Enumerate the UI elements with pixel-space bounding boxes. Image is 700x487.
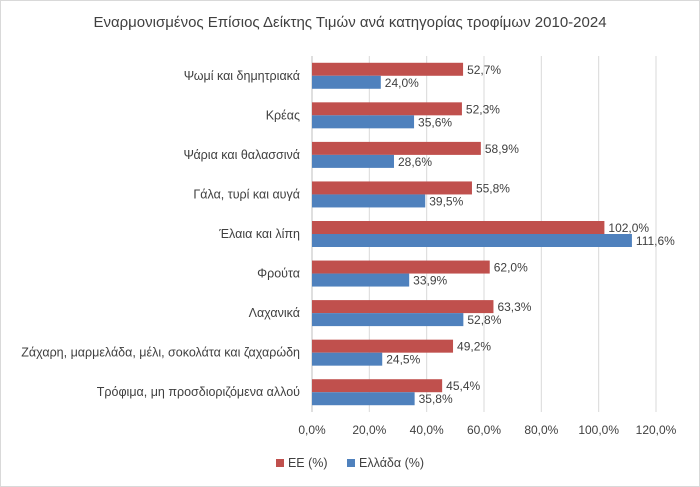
data-label: 63,3%	[497, 300, 531, 314]
bar-greece	[312, 75, 381, 89]
data-label: 24,0%	[385, 76, 419, 90]
category-label: Φρούτα	[257, 267, 300, 281]
category-label: Ψωμί και δημητριακά	[184, 69, 300, 83]
bar-greece	[312, 154, 394, 168]
x-tick-label: 100,0%	[578, 423, 619, 437]
legend-item-eu: ΕΕ (%)	[275, 456, 328, 470]
legend-label-eu: ΕΕ (%)	[287, 456, 328, 470]
bar-eu	[312, 141, 481, 155]
category-label: Έλαια και λίπη	[218, 227, 300, 241]
bar-greece	[312, 273, 410, 287]
category-label: Ψάρια και θαλασσινά	[183, 148, 300, 162]
bar-greece	[312, 194, 426, 208]
x-tick-label: 60,0%	[467, 423, 501, 437]
category-label: Γάλα, τυρί και αυγά	[193, 187, 300, 201]
x-tick-label: 20,0%	[352, 423, 386, 437]
chart-title: Εναρμονισμένος Επίσιος Δείκτης Τιμών ανά…	[93, 14, 607, 31]
bar-eu	[312, 181, 472, 195]
data-label: 49,2%	[457, 340, 491, 354]
data-label: 35,6%	[418, 115, 452, 129]
category-label: Κρέας	[266, 108, 300, 122]
x-tick-label: 120,0%	[636, 423, 677, 437]
data-label: 28,6%	[398, 155, 432, 169]
legend-swatch-eu	[275, 458, 284, 467]
bar-eu	[312, 221, 605, 234]
bar-greece	[312, 352, 383, 366]
bar-eu	[312, 62, 464, 76]
bar-greece	[312, 115, 415, 129]
bar-eu	[312, 300, 494, 314]
data-label: 24,5%	[386, 353, 420, 367]
bar-eu	[312, 102, 462, 116]
legend-item-greece: Ελλάδα (%)	[347, 456, 424, 470]
legend-swatch-greece	[347, 458, 356, 467]
legend-label-greece: Ελλάδα (%)	[359, 456, 425, 470]
data-label: 52,3%	[466, 102, 500, 116]
x-tick-label: 0,0%	[298, 423, 326, 437]
category-label: Ζάχαρη, μαρμελάδα, μέλι, σοκολάτα και ζα…	[21, 346, 300, 360]
category-label: Τρόφιμα, μη προσδιοριζόμενα αλλού	[97, 385, 300, 399]
data-label: 52,7%	[467, 63, 501, 77]
category-label: Λαχανικά	[249, 306, 300, 320]
data-label: 45,4%	[446, 379, 480, 393]
x-tick-label: 80,0%	[524, 423, 558, 437]
data-label: 102,0%	[608, 221, 649, 235]
data-label: 39,5%	[429, 194, 463, 208]
bar-greece	[312, 392, 415, 406]
bar-greece	[312, 234, 632, 247]
bar-eu	[312, 260, 490, 274]
data-label: 58,9%	[485, 142, 519, 156]
legend: ΕΕ (%) Ελλάδα (%)	[0, 456, 700, 470]
data-label: 33,9%	[413, 274, 447, 288]
data-label: 52,8%	[467, 313, 501, 327]
x-tick-label: 40,0%	[410, 423, 444, 437]
data-label: 55,8%	[476, 181, 510, 195]
data-label: 62,0%	[494, 261, 528, 275]
bar-greece	[312, 313, 464, 327]
data-label: 35,8%	[419, 392, 453, 406]
bar-eu	[312, 379, 443, 393]
data-label: 111,6%	[636, 234, 675, 248]
bar-eu	[312, 339, 454, 353]
